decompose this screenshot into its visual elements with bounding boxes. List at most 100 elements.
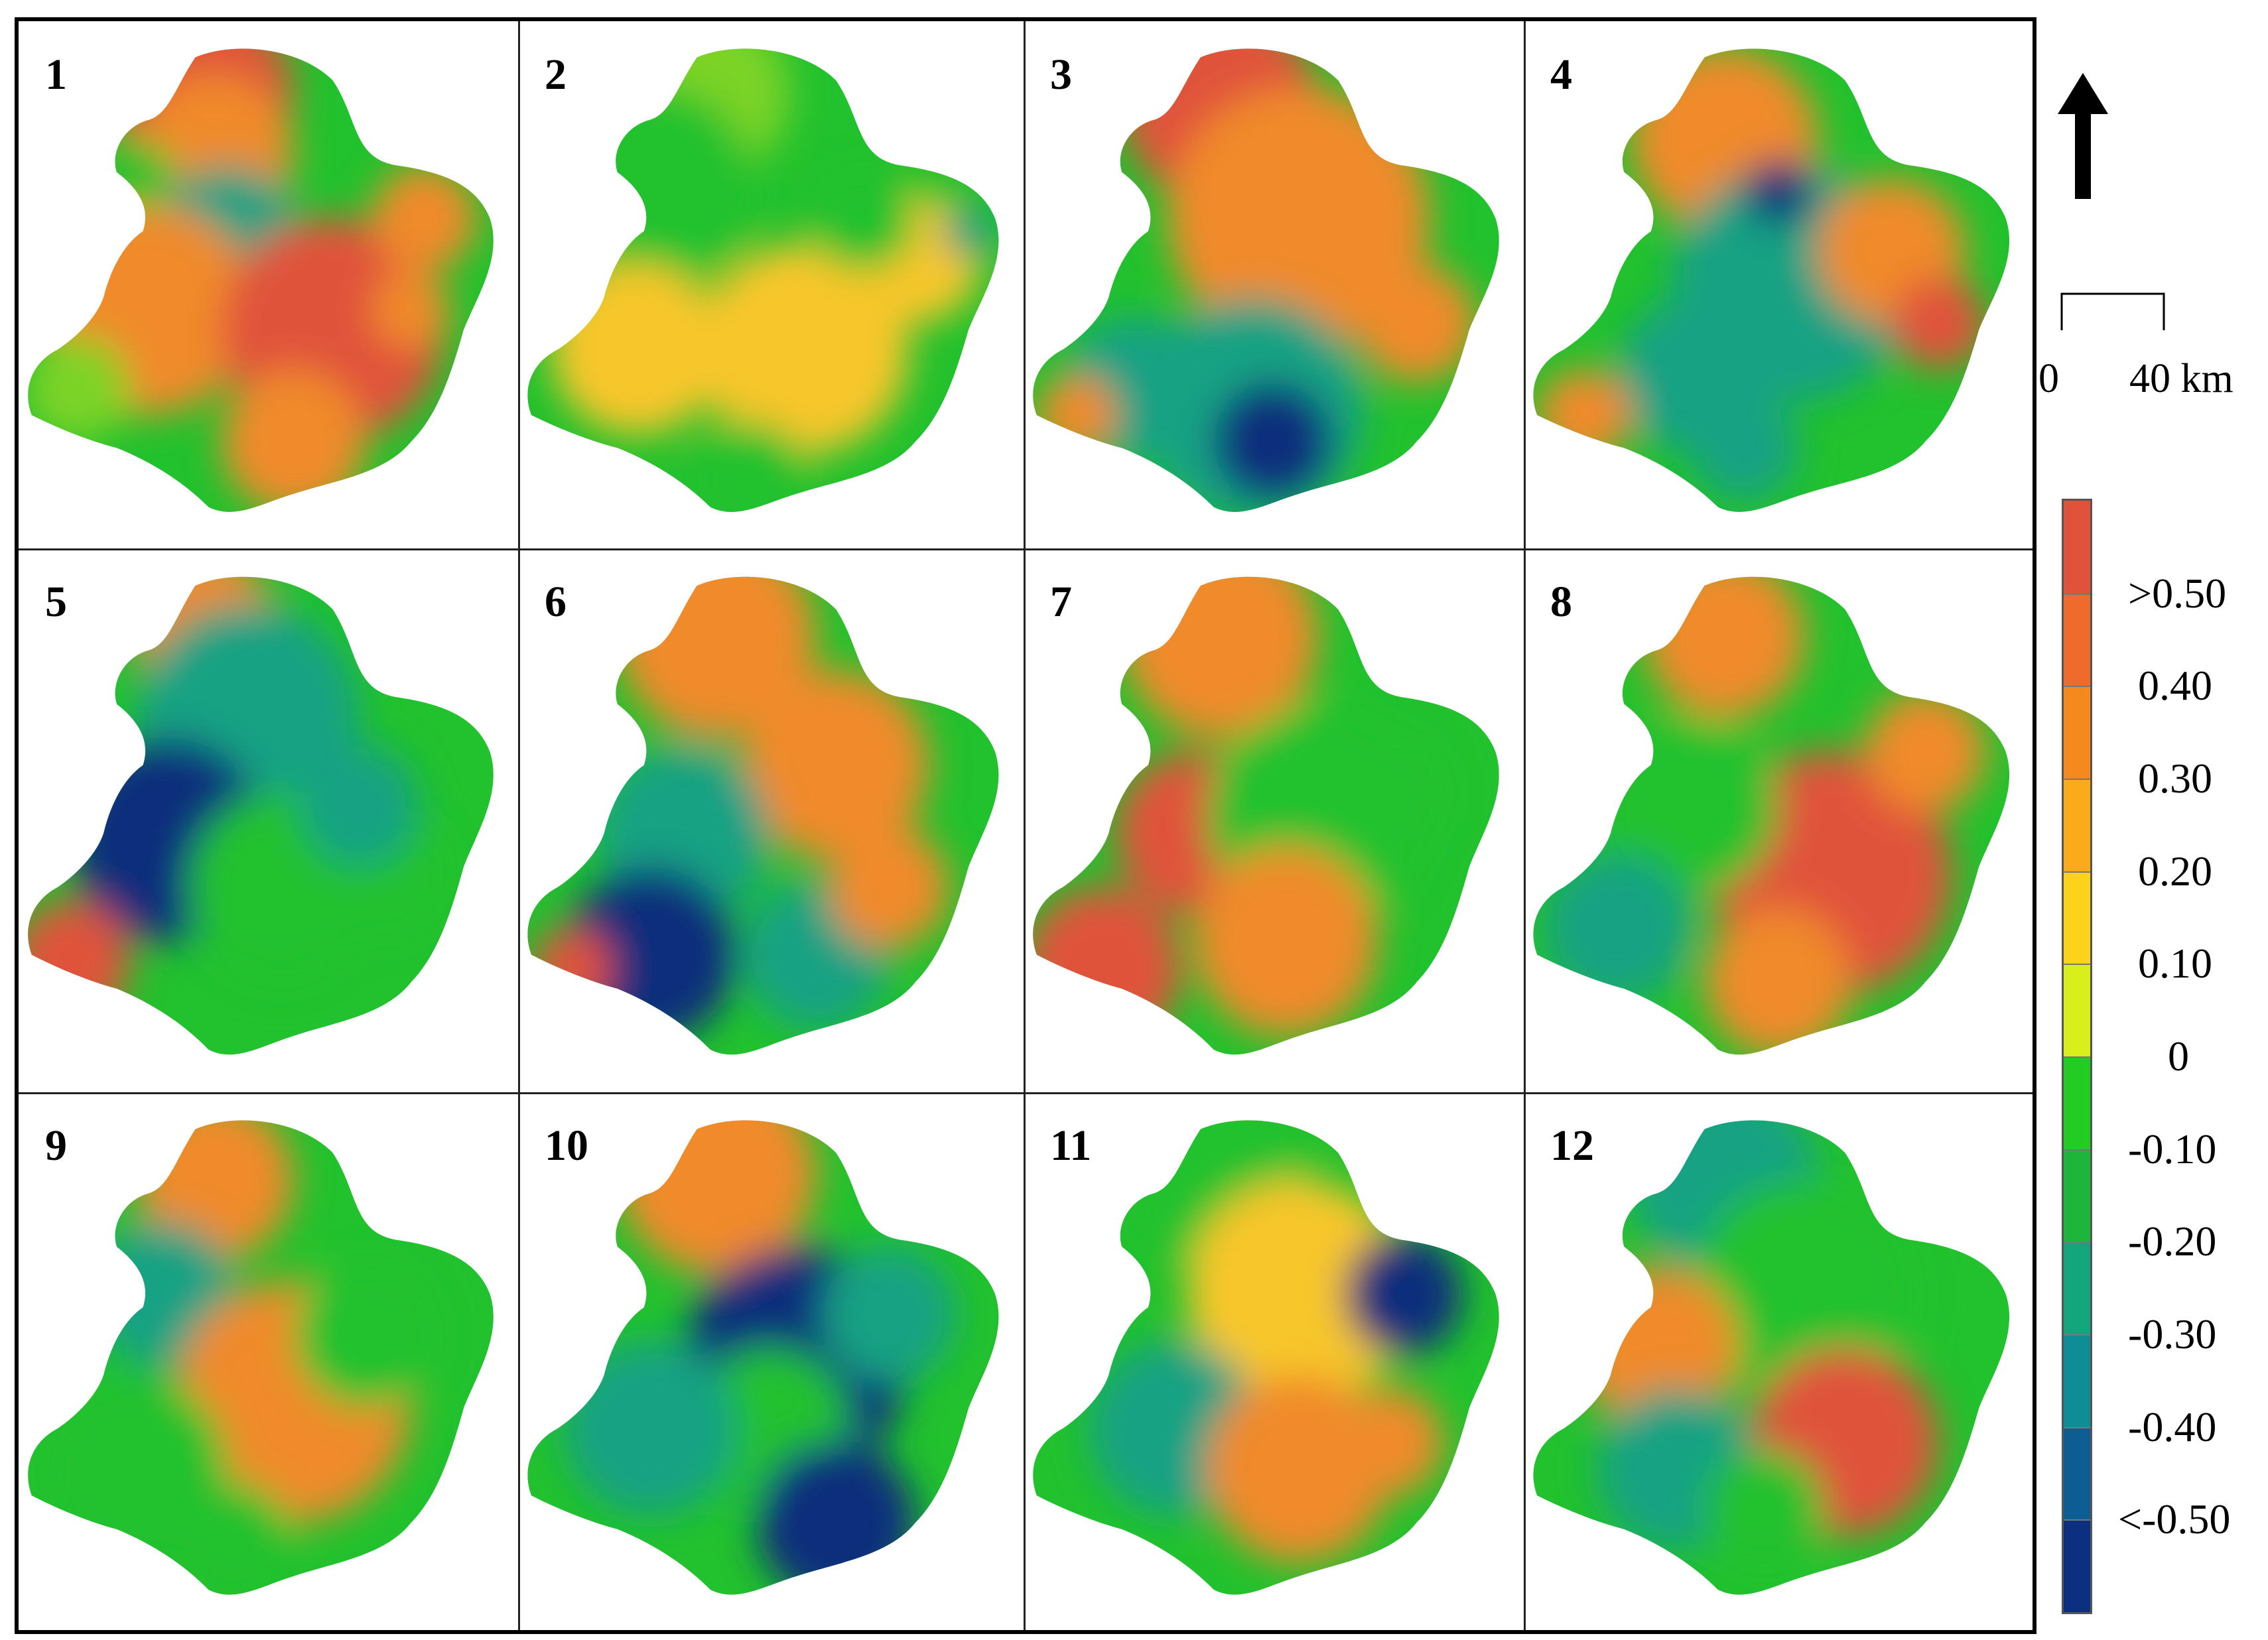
- panel-number: 12: [1550, 1121, 1594, 1170]
- value-patch: [1704, 1448, 1826, 1570]
- value-patch: [1033, 887, 1181, 1050]
- map-panel: 7: [1024, 548, 1522, 1090]
- legend-label: -0.30: [2128, 1310, 2217, 1357]
- panel-number: 7: [1050, 578, 1072, 626]
- region-map: [527, 576, 999, 1055]
- value-patch: [1865, 690, 1986, 813]
- region-map: [28, 576, 494, 1055]
- north-arrow-icon: [2058, 73, 2108, 199]
- legend-swatch: [2064, 686, 2090, 779]
- region-map: [28, 48, 494, 512]
- value-patch: [175, 1482, 294, 1595]
- legend-label: 0.10: [2138, 940, 2212, 987]
- legend-swatch: [2064, 593, 2090, 686]
- scale-start-label: 0: [2038, 356, 2059, 401]
- panel-number: 5: [45, 578, 67, 626]
- legend-label: 0: [2168, 1033, 2189, 1080]
- value-patch: [756, 1442, 916, 1595]
- panel-divider: [1024, 21, 1026, 1630]
- legend-label: 0.40: [2138, 662, 2212, 710]
- value-patch: [28, 336, 130, 442]
- legend-swatch: [2064, 501, 2090, 594]
- panel-number: 2: [545, 50, 567, 99]
- map-panel: 9: [19, 1092, 516, 1630]
- map-panel: 5: [19, 548, 516, 1090]
- panel-number: 11: [1050, 1121, 1092, 1170]
- legend-swatch: [2064, 1519, 2090, 1612]
- panel-number: 1: [45, 50, 67, 99]
- panel-divider: [518, 21, 520, 1630]
- region-map: [28, 1120, 494, 1595]
- legend-swatch: [2064, 779, 2090, 871]
- value-patch: [1167, 87, 1430, 349]
- value-patch: [1745, 158, 1812, 225]
- region-map: [1033, 576, 1499, 1055]
- value-patch: [564, 1341, 737, 1516]
- value-patch: [300, 745, 418, 867]
- legend-label: -0.20: [2128, 1218, 2217, 1265]
- map-panel: 3: [1024, 21, 1522, 546]
- color-legend-bar: [2062, 499, 2092, 1614]
- legend-swatch: [2064, 1149, 2090, 1242]
- legend-label: >0.50: [2128, 569, 2227, 617]
- legend-swatch: [2064, 1241, 2090, 1334]
- value-patch: [1357, 264, 1476, 383]
- value-patch: [1187, 1179, 1411, 1409]
- value-patch: [1331, 731, 1450, 853]
- map-panel-grid: [15, 17, 2036, 1634]
- value-patch: [293, 1260, 438, 1409]
- value-patch: [371, 271, 451, 349]
- value-patch: [690, 421, 810, 512]
- region-map: [527, 1120, 999, 1595]
- value-patch: [1036, 375, 1116, 455]
- panel-number: 4: [1550, 50, 1572, 99]
- panel-number: 3: [1050, 50, 1072, 99]
- panel-number: 10: [545, 1121, 588, 1170]
- value-patch: [1193, 846, 1378, 1037]
- region-map: [527, 48, 999, 512]
- region-map: [1533, 576, 2010, 1055]
- value-patch: [1691, 395, 1798, 501]
- region-map: [1033, 1120, 1499, 1595]
- legend-swatch: [2064, 1426, 2090, 1520]
- panel-number: 9: [45, 1121, 67, 1170]
- value-patch: [1644, 576, 1805, 718]
- value-patch: [697, 244, 909, 455]
- value-patch: [1537, 369, 1631, 462]
- value-patch: [743, 670, 929, 860]
- map-panel: 4: [1524, 21, 2033, 546]
- value-patch: [1338, 1388, 1443, 1496]
- panel-number: 8: [1550, 578, 1572, 626]
- legend-swatch: [2064, 1334, 2090, 1427]
- value-patch: [1704, 907, 1852, 1055]
- map-panel: 8: [1524, 548, 2033, 1090]
- value-patch: [1213, 382, 1332, 501]
- panel-number: 6: [545, 578, 567, 626]
- legend-swatch: [2064, 871, 2090, 964]
- value-patch: [1544, 853, 1692, 1003]
- value-patch: [551, 264, 724, 435]
- legend-label: 0.30: [2138, 755, 2212, 802]
- value-patch: [371, 165, 477, 271]
- value-patch: [1892, 277, 1986, 369]
- map-panel: 12: [1524, 1092, 2033, 1630]
- value-patch: [531, 927, 611, 1009]
- legend-label: -0.40: [2128, 1403, 2217, 1450]
- value-patch: [942, 205, 996, 258]
- map-panel: 2: [518, 21, 1022, 546]
- value-patch: [809, 165, 916, 271]
- legend-label: -0.10: [2128, 1125, 2217, 1172]
- region-map: [1033, 48, 1499, 512]
- legend-label: <-0.50: [2118, 1495, 2231, 1543]
- value-patch: [221, 369, 366, 512]
- map-panel: 10: [518, 1092, 1022, 1630]
- value-patch: [829, 826, 949, 948]
- panel-divider: [19, 1092, 2033, 1094]
- scale-end-label: 40 km: [2129, 356, 2234, 401]
- map-panel: 1: [19, 21, 516, 546]
- region-map: [1533, 1120, 2010, 1595]
- legend-label: 0.20: [2138, 847, 2212, 895]
- legend-swatch: [2064, 1056, 2090, 1149]
- value-patch: [1345, 1233, 1463, 1355]
- legend-swatch: [2064, 964, 2090, 1056]
